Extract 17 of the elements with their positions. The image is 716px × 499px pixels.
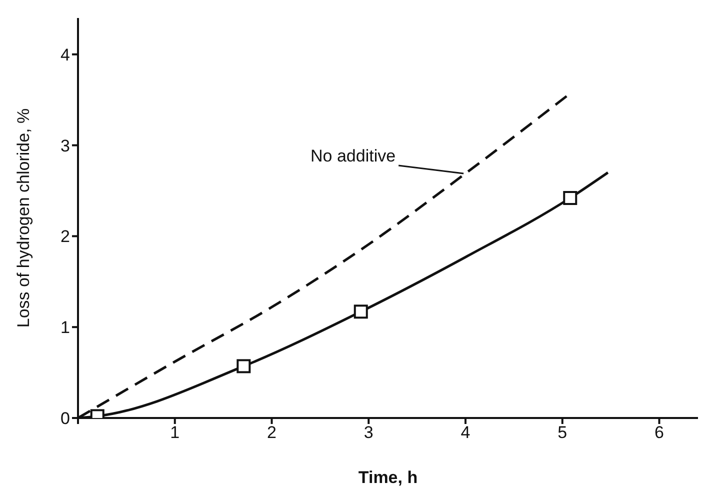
x-tick-label: 4 (460, 423, 470, 442)
annotation: No additive (310, 146, 396, 166)
x-tick-label: 3 (364, 423, 374, 442)
x-axis-title: Time, h (358, 468, 418, 487)
y-axis-title: Loss of hydrogen chloride, % (14, 108, 34, 328)
x-tick-label: 6 (654, 423, 664, 442)
x-tick-label: 1 (170, 423, 180, 442)
y-tick-label: 4 (60, 45, 70, 64)
point (354, 304, 368, 319)
y-tick-label: 1 (60, 318, 70, 338)
x-tick-label: 5 (558, 423, 568, 442)
point (563, 191, 578, 205)
y-tick-label: 2 (60, 227, 70, 246)
y-tick-label: 3 (60, 136, 70, 156)
y-tick-label: 0 (60, 409, 70, 428)
point (236, 359, 251, 374)
x-tick-label: 2 (267, 423, 276, 442)
